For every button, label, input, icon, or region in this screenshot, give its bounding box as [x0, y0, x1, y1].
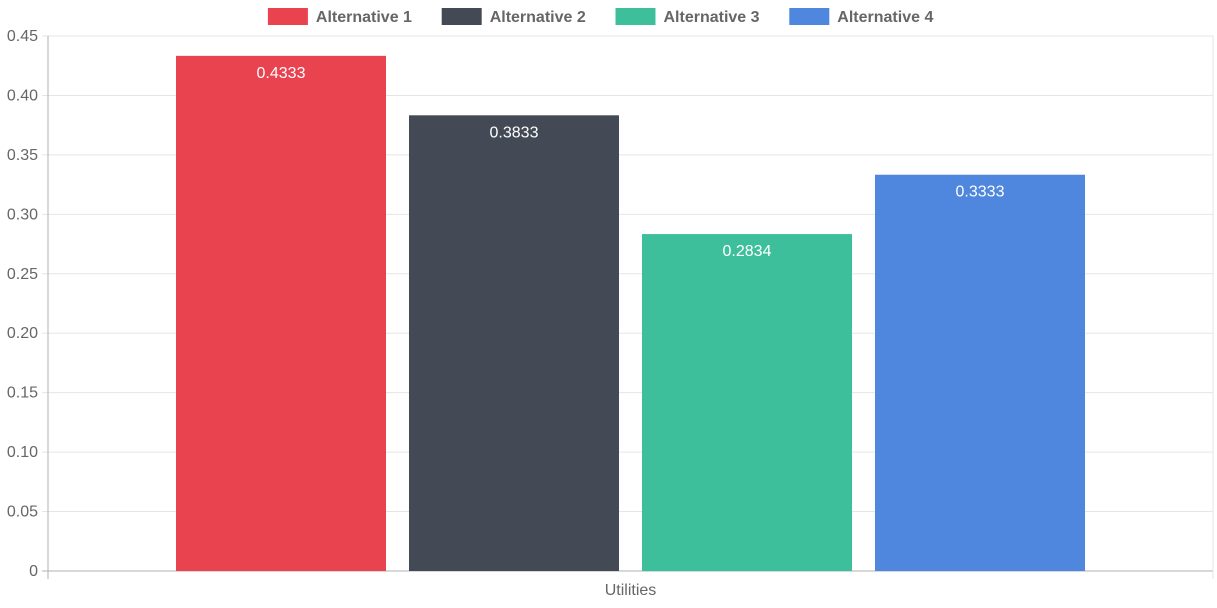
- y-tick-label: 0.20: [7, 325, 38, 342]
- y-tick-label: 0.25: [7, 266, 38, 283]
- y-tick-label: 0.15: [7, 385, 38, 402]
- bar-value-label: 0.2834: [723, 243, 772, 260]
- legend-swatch: [267, 8, 308, 25]
- legend-swatch: [789, 8, 830, 25]
- y-axis-ticks: 0 0.05 0.10 0.15 0.20 0.25 0.30 0.35 0.40 0.45: [7, 28, 38, 580]
- value-labels: 0.4333 0.3833 0.2834 0.3333: [257, 65, 1005, 260]
- legend: Alternative 1 Alternative 2 Alternative 3 A…: [267, 8, 933, 26]
- bar-4[interactable]: [875, 174, 1085, 571]
- y-tick-label: 0: [29, 563, 38, 580]
- legend-label: Alternative 2: [490, 9, 586, 26]
- y-tick-label: 0.05: [7, 504, 38, 521]
- bar-2[interactable]: [409, 115, 619, 571]
- y-tick-label: 0.35: [7, 147, 38, 164]
- legend-item-2[interactable]: Alternative 2: [441, 8, 586, 26]
- bar-3[interactable]: [642, 234, 852, 571]
- legend-item-4[interactable]: Alternative 4: [789, 8, 933, 26]
- y-tick-label: 0.45: [7, 28, 38, 45]
- legend-swatch: [441, 8, 482, 25]
- legend-swatch: [615, 8, 656, 25]
- legend-label: Alternative 4: [837, 9, 933, 26]
- y-tick-label: 0.30: [7, 206, 38, 223]
- legend-item-3[interactable]: Alternative 3: [615, 8, 760, 26]
- y-tick-label: 0.10: [7, 444, 38, 461]
- legend-label: Alternative 3: [664, 9, 760, 26]
- bars: [176, 55, 1085, 572]
- legend-item-1[interactable]: Alternative 1: [267, 8, 412, 26]
- y-tick-label: 0.40: [7, 87, 38, 104]
- bar-1[interactable]: [176, 55, 386, 572]
- x-axis: Utilities: [47, 36, 1214, 599]
- x-tick-label: Utilities: [605, 582, 657, 599]
- bar-value-label: 0.3333: [956, 184, 1005, 201]
- legend-label: Alternative 1: [316, 9, 412, 26]
- bar-value-label: 0.4333: [257, 65, 306, 82]
- bar-value-label: 0.3833: [490, 124, 539, 141]
